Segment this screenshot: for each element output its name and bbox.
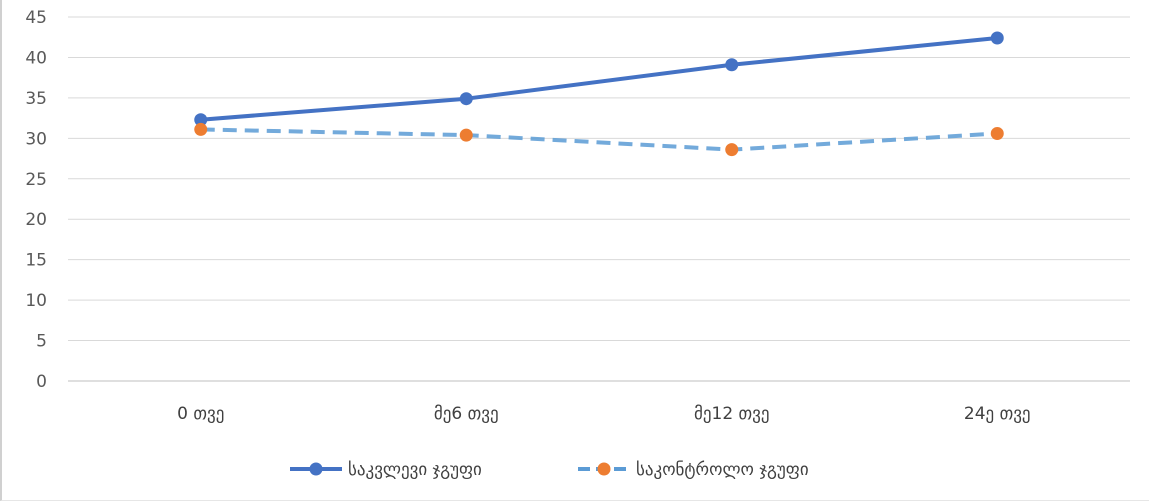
y-tick-label: 40 (25, 48, 47, 68)
series-1-point (990, 31, 1004, 45)
gridlines (68, 16, 1130, 382)
legend: საკვლევი ჯგუფი საკონტროლო ჯგუფი (290, 460, 809, 480)
series-2-point (459, 128, 473, 142)
y-tick-label: 15 (25, 251, 47, 271)
y-tick-label: 35 (25, 89, 47, 109)
legend-label-1: საკვლევი ჯგუფი (348, 460, 482, 480)
legend-label-2: საკონტროლო ჯგუფი (636, 460, 809, 480)
series-1-point (725, 58, 739, 72)
series-2-point (725, 143, 739, 157)
series-2-point (194, 122, 208, 136)
y-tick-label: 0 (36, 372, 47, 392)
y-tick-label: 10 (25, 291, 47, 311)
x-category-label: 24ე თვე (964, 404, 1031, 424)
x-category-label: მე6 თვე (434, 404, 499, 424)
series-2-point (990, 126, 1004, 140)
x-axis-categories: 0 თვე მე6 თვე მე12 თვე 24ე თვე (177, 404, 1030, 424)
legend-marker-1 (309, 462, 323, 476)
y-tick-label: 5 (36, 332, 47, 352)
x-category-label: მე12 თვე (694, 404, 770, 424)
y-tick-label: 20 (25, 210, 47, 230)
series-line-2 (200, 127, 998, 152)
y-axis-ticks: 0 5 10 15 20 25 30 35 40 45 (25, 8, 47, 392)
series-line-1 (200, 36, 998, 122)
y-tick-label: 45 (25, 8, 47, 28)
series-lines (200, 36, 998, 152)
series-1-point (459, 92, 473, 106)
series-1-point (194, 113, 208, 127)
x-category-label: 0 თვე (177, 404, 224, 424)
y-tick-label: 30 (25, 129, 47, 149)
y-tick-label: 25 (25, 170, 47, 190)
legend-marker-2 (597, 462, 611, 476)
series-markers (194, 31, 1004, 157)
